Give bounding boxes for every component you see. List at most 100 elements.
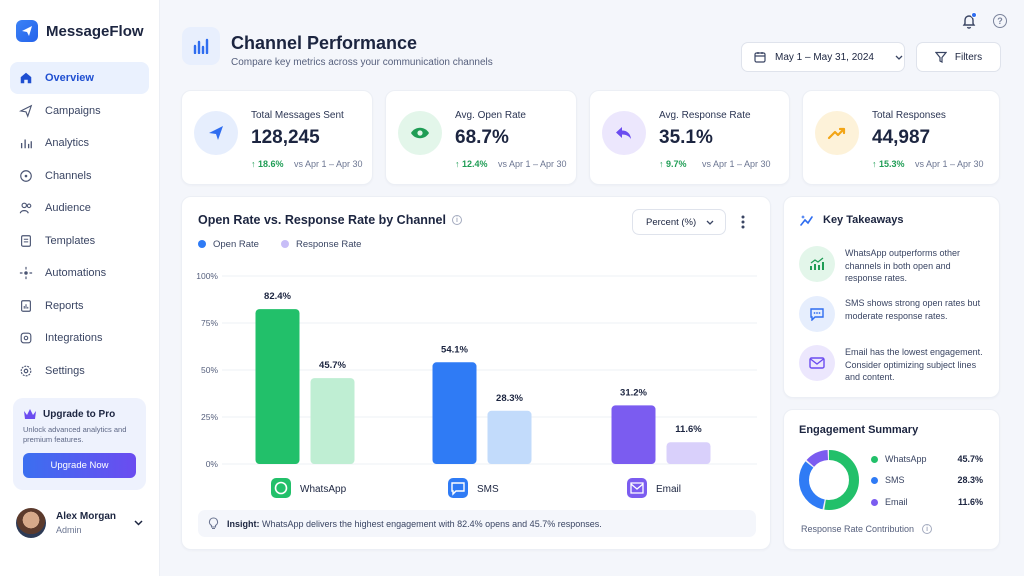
engagement-label: WhatsApp <box>885 454 927 464</box>
whatsapp-glyph <box>274 481 288 495</box>
calendar-icon <box>754 52 766 63</box>
key-takeaways-title-text: Key Takeaways <box>823 214 904 226</box>
stat-card-messages-sent: Total Messages Sent 128,245 ↑ 18.6% vs A… <box>181 90 373 185</box>
stat-delta: ↑ 15.3% <box>872 159 905 169</box>
upgrade-heading: Upgrade to Pro <box>23 408 136 420</box>
sidebar-item-overview[interactable]: Overview <box>10 62 149 94</box>
bell-icon <box>962 15 976 29</box>
sidebar-item-reports[interactable]: Reports <box>10 290 149 322</box>
chart-title-text: Open Rate vs. Response Rate by Channel <box>198 213 446 227</box>
y-tick-label: 50% <box>201 365 218 375</box>
upgrade-now-button[interactable]: Upgrade Now <box>23 453 136 478</box>
bar-open-rate <box>611 405 656 464</box>
avatar <box>16 508 46 538</box>
chart-title: Open Rate vs. Response Rate by Channel i <box>198 213 462 227</box>
data-label: 11.6% <box>675 424 702 435</box>
stat-value: 128,245 <box>251 127 320 148</box>
x-tick-label: SMS <box>477 484 499 495</box>
sidebar-item-label: Campaigns <box>45 104 101 117</box>
sidebar-item-label: Channels <box>45 169 92 182</box>
donut-chart <box>799 450 859 510</box>
sidebar-item-campaigns[interactable]: Campaigns <box>10 95 149 127</box>
engagement-footer: Response Rate Contribution i <box>801 524 933 534</box>
sidebar-item-channels[interactable]: Channels <box>10 160 149 192</box>
legend-item-response-rate: Response Rate <box>280 239 361 250</box>
data-label: 54.1% <box>441 344 468 355</box>
paper-plane-icon <box>194 111 238 155</box>
stat-label: Total Messages Sent <box>251 110 344 121</box>
sms-icon <box>448 478 468 498</box>
bar-response-rate <box>666 442 711 464</box>
sidebar-item-settings[interactable]: Settings <box>10 355 149 387</box>
data-label: 45.7% <box>319 360 346 371</box>
stat-label: Total Responses <box>872 110 946 121</box>
engagement-value: 45.7% <box>957 454 983 464</box>
bar-chart: 0% 25% 50% 75% 100% 82.4% 45.7% 54.1% 28.3% 31.2%… <box>196 271 757 498</box>
bar-response-rate <box>310 378 355 464</box>
sparkle-chart-icon <box>800 215 813 226</box>
stat-value: 68.7% <box>455 127 509 148</box>
sidebar-item-label: Reports <box>45 299 84 312</box>
more-options-icon[interactable] <box>741 215 745 229</box>
sms-bubble-icon <box>799 296 835 332</box>
user-profile[interactable]: Alex Morgan Admin <box>16 508 116 538</box>
brand-name: MessageFlow <box>46 22 144 40</box>
stat-label: Avg. Open Rate <box>455 110 526 121</box>
user-role: Admin <box>56 525 82 535</box>
engagement-value: 28.3% <box>957 475 983 485</box>
sidebar-item-integrations[interactable]: Integrations <box>10 322 149 354</box>
stat-compare: vs Apr 1 – Apr 30 <box>498 159 567 169</box>
filter-icon <box>934 51 947 63</box>
takeaway-text: WhatsApp outperforms other channels in b… <box>845 248 961 283</box>
insight-label: Insight: <box>227 518 260 529</box>
chat-icon <box>20 169 32 182</box>
help-icon[interactable]: ? <box>993 14 1007 28</box>
upgrade-card: Upgrade to Pro Unlock advanced analytics… <box>13 398 146 490</box>
sidebar-item-analytics[interactable]: Analytics <box>10 127 149 159</box>
page-icon <box>182 27 220 65</box>
lightbulb-icon <box>208 517 219 530</box>
stat-value: 35.1% <box>659 127 713 148</box>
reply-icon <box>602 111 646 155</box>
legend-label: Open Rate <box>213 239 259 250</box>
data-label: 28.3% <box>496 393 523 404</box>
sidebar-item-audience[interactable]: Audience <box>10 192 149 224</box>
sidebar-item-automations[interactable]: Automations <box>10 257 149 289</box>
stat-card-response-rate: Avg. Response Rate 35.1% ↑ 9.7% vs Apr 1… <box>589 90 790 185</box>
date-range-picker[interactable]: May 1 – May 31, 2024 <box>741 42 905 72</box>
sidebar-item-label: Overview <box>45 72 94 84</box>
x-tick-label: WhatsApp <box>300 484 347 495</box>
growth-chart-icon <box>799 246 835 282</box>
send-icon <box>19 104 33 118</box>
chevron-down-icon[interactable] <box>134 520 143 526</box>
page-title: Channel Performance <box>231 33 418 53</box>
chart-legend: Open Rate Response Rate <box>198 239 361 250</box>
crown-icon <box>24 409 36 419</box>
info-icon[interactable]: i <box>922 524 933 534</box>
stat-label: Avg. Response Rate <box>659 110 751 121</box>
stat-card-total-responses: Total Responses 44,987 ↑ 15.3% vs Apr 1 … <box>802 90 1000 185</box>
filters-button[interactable]: Filters <box>916 42 1001 72</box>
sms-glyph <box>451 482 465 496</box>
sidebar-item-label: Automations <box>45 267 107 279</box>
legend-dot <box>280 240 289 248</box>
notifications-button[interactable] <box>962 12 977 32</box>
stat-value: 44,987 <box>872 127 931 148</box>
insight-text: WhatsApp delivers the highest engagement… <box>262 518 602 529</box>
sidebar-item-templates[interactable]: Templates <box>10 225 149 257</box>
user-name: Alex Morgan <box>56 511 117 522</box>
brand[interactable]: MessageFlow <box>16 20 144 42</box>
mail-glyph <box>630 482 644 494</box>
unit-select[interactable]: Percent (%) <box>632 209 726 235</box>
engagement-summary-title: Engagement Summary <box>799 424 919 436</box>
sidebar-item-label: Analytics <box>45 137 90 149</box>
info-icon[interactable]: i <box>452 215 462 225</box>
sidebar-item-label: Templates <box>45 234 96 247</box>
upgrade-description: Unlock advanced analytics and premium fe… <box>23 425 127 444</box>
logo-icon <box>16 20 38 42</box>
chart-card: Open Rate vs. Response Rate by Channel i… <box>181 196 771 550</box>
stat-delta: ↑ 12.4% <box>455 159 488 169</box>
legend-dot <box>871 455 878 463</box>
chevron-down-icon <box>895 55 903 60</box>
data-label: 82.4% <box>264 291 291 302</box>
